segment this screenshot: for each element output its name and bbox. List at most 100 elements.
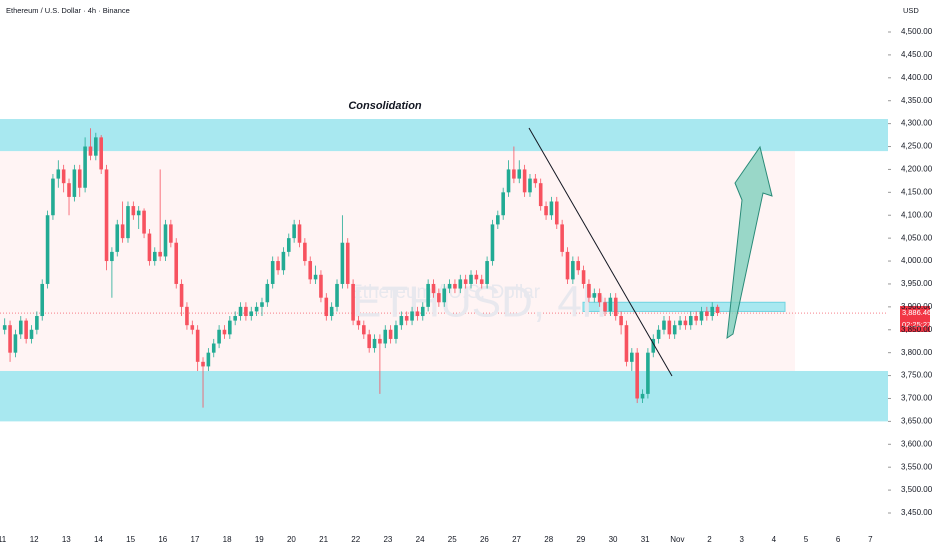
candle-body <box>678 320 682 326</box>
candle-body <box>158 251 162 257</box>
candle-body <box>362 325 366 335</box>
candle-body <box>672 325 677 335</box>
candle-body <box>56 169 61 179</box>
candle-body <box>522 169 527 193</box>
candle-body <box>61 169 66 184</box>
candle-body <box>431 283 436 294</box>
y-tick-label: 4,450.00 <box>901 50 932 59</box>
candle-body <box>651 338 656 353</box>
candle-body <box>276 261 280 271</box>
y-tick-label: 3,950.00 <box>901 279 932 288</box>
x-tick-label: 31 <box>641 535 650 544</box>
candle-body <box>313 274 318 280</box>
candle-body <box>613 297 618 317</box>
candle-body <box>592 293 597 298</box>
candle-body <box>420 306 425 317</box>
candle-body <box>538 183 543 207</box>
candle-body <box>335 283 339 307</box>
candle-body <box>324 297 329 317</box>
candle-body <box>2 325 7 330</box>
candle-body <box>388 329 393 339</box>
y-tick-label: 3,900.00 <box>901 302 932 311</box>
candle-body <box>142 210 146 234</box>
x-tick-label: 7 <box>868 535 873 544</box>
candle-body <box>694 316 698 321</box>
y-tick-label: 3,550.00 <box>901 462 932 471</box>
candle-body <box>517 169 522 179</box>
y-tick-label: 3,450.00 <box>901 508 932 517</box>
y-tick-label: 4,350.00 <box>901 96 932 105</box>
candle-body <box>608 297 613 312</box>
candle-body <box>453 283 457 289</box>
candle-body <box>619 316 623 326</box>
zone <box>0 119 888 152</box>
watermark: ETHUSD, 4h <box>352 278 606 327</box>
x-tick-label: 30 <box>609 535 618 544</box>
candle-body <box>372 338 377 349</box>
candle-body <box>29 329 34 339</box>
x-tick-label: 15 <box>126 535 135 544</box>
x-tick-label: 14 <box>94 535 103 544</box>
x-tick-label: Nov <box>670 535 684 544</box>
y-tick-label: 3,700.00 <box>901 394 932 403</box>
candle-body <box>715 306 720 314</box>
candle-body <box>581 270 586 284</box>
candle-body <box>8 325 12 353</box>
candle-body <box>479 279 484 284</box>
x-tick-label: 26 <box>480 535 489 544</box>
y-tick-label: 4,300.00 <box>901 119 932 128</box>
candle-body <box>399 316 404 326</box>
candle-body <box>490 224 495 262</box>
candle-body <box>533 178 538 184</box>
candle-body <box>442 288 447 303</box>
x-tick-label: 16 <box>158 535 167 544</box>
candle-body <box>297 224 302 243</box>
y-tick-label: 4,100.00 <box>901 210 932 219</box>
candle-body <box>104 169 109 262</box>
y-tick-label: 3,600.00 <box>901 439 932 448</box>
price-tag <box>900 306 930 332</box>
candle-body <box>699 311 704 321</box>
candle-body <box>587 283 591 298</box>
x-tick-label: 17 <box>191 535 200 544</box>
candle-body <box>512 169 516 179</box>
candle-body <box>281 251 286 271</box>
x-tick-label: 22 <box>351 535 360 544</box>
y-tick-label: 4,150.00 <box>901 187 932 196</box>
candle-body <box>474 274 479 280</box>
candle-body <box>126 206 130 239</box>
candle-body <box>115 224 120 252</box>
x-tick-label: 21 <box>319 535 328 544</box>
x-tick-label: 12 <box>30 535 39 544</box>
candle-body <box>292 224 296 239</box>
y-tick-label: 4,000.00 <box>901 256 932 265</box>
candle-body <box>83 146 87 188</box>
candle-body <box>410 311 414 321</box>
candle-body <box>662 320 666 330</box>
zone <box>582 301 786 312</box>
candle-body <box>308 261 313 280</box>
candle-body <box>378 338 382 344</box>
trend-line <box>528 127 673 377</box>
candle-body <box>286 238 291 252</box>
y-tick-label: 4,500.00 <box>901 27 932 36</box>
x-tick-label: 2 <box>707 535 712 544</box>
candle-body <box>217 329 221 344</box>
candle-body <box>404 316 409 321</box>
zone <box>0 370 888 422</box>
candle-body <box>501 192 505 216</box>
candle-body <box>345 242 350 284</box>
candle-body <box>319 274 323 298</box>
candle-body <box>136 210 141 216</box>
candle-body <box>394 325 398 339</box>
candle-body <box>367 334 371 349</box>
candle-body <box>571 261 575 280</box>
candle-body <box>463 279 468 284</box>
candle-body <box>554 201 559 225</box>
y-tick-label: 3,650.00 <box>901 416 932 425</box>
x-tick-label: 19 <box>255 535 264 544</box>
candle-body <box>683 320 688 326</box>
candle-body <box>356 320 361 326</box>
candle-body <box>120 224 125 239</box>
x-tick-label: 4 <box>772 535 777 544</box>
